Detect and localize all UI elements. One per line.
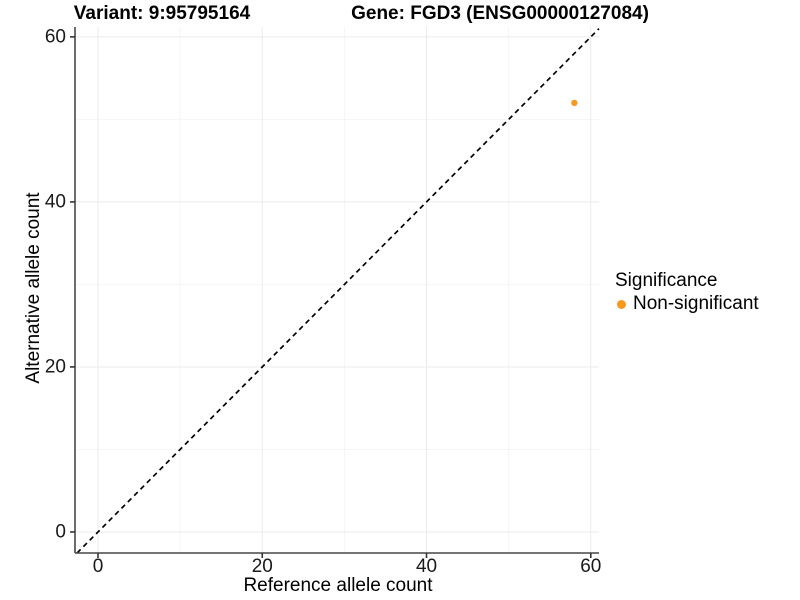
- legend-title: Significance: [615, 270, 718, 291]
- y-axis-title: Alternative allele count: [23, 192, 44, 384]
- legend-point-icon: [617, 299, 626, 309]
- legend: Significance Non-significant: [613, 270, 759, 314]
- y-tick-label: 0: [55, 521, 66, 542]
- y-tick-label: 60: [45, 26, 66, 47]
- data-point: [571, 99, 578, 107]
- legend-item-non-significant: Non-significant: [613, 293, 759, 314]
- y-tick-label: 20: [45, 356, 66, 377]
- y-tick-label: 40: [45, 191, 66, 212]
- x-tick-label: 40: [416, 556, 437, 577]
- x-tick-label: 0: [93, 556, 104, 577]
- identity-line: [76, 28, 600, 554]
- x-tick-label: 20: [252, 556, 273, 577]
- legend-item-label: Non-significant: [633, 293, 759, 314]
- x-tick-label: 60: [580, 556, 601, 577]
- plot-title-gene: Gene: FGD3 (ENSG00000127084): [351, 3, 649, 24]
- x-axis-title: Reference allele count: [243, 575, 433, 596]
- plot-title-variant: Variant: 9:95795164: [73, 3, 251, 24]
